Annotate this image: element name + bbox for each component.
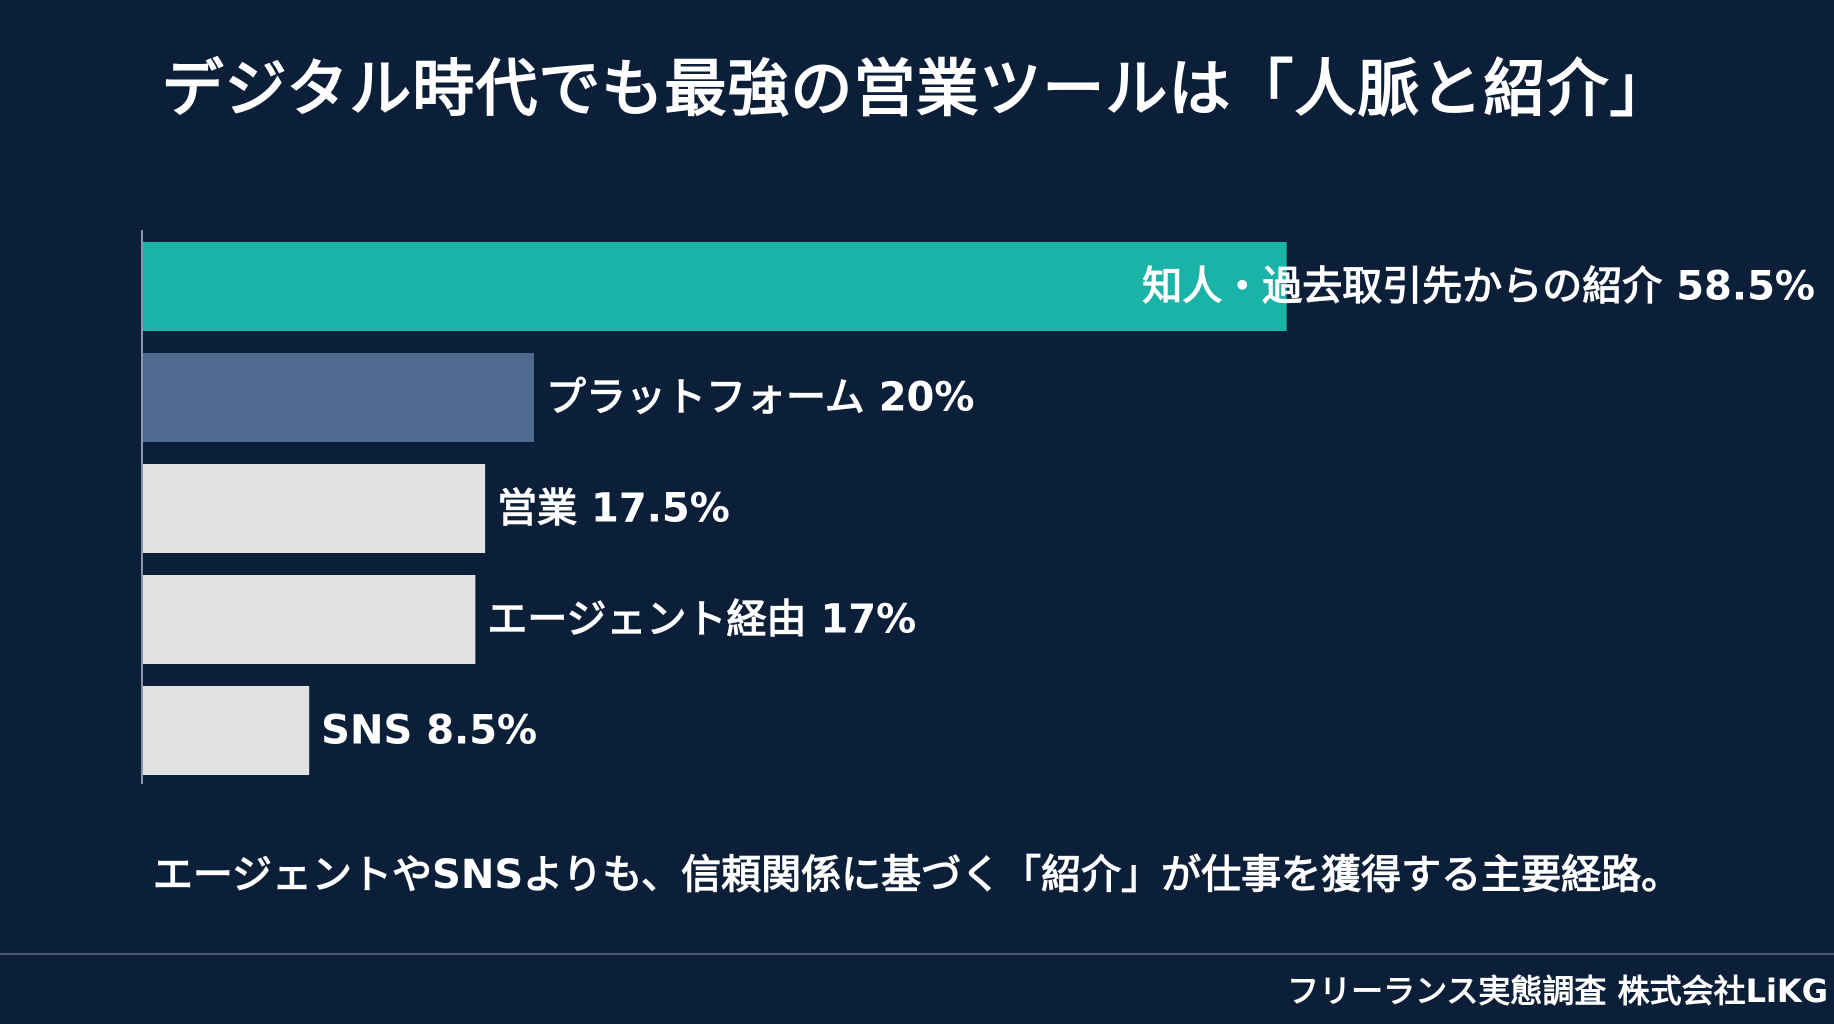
bar-5	[143, 686, 310, 775]
bar-3	[143, 464, 486, 553]
bars-group: 知人・過去取引先からの紹介 58.5% プラットフォーム 20% 営業 17.5% エ…	[143, 242, 1815, 775]
chart-caption: エージェントやSNSよりも、信頼関係に基づく「紹介」が仕事を獲得する主要経路。	[152, 852, 1682, 898]
bar-label-5: SNS 8.5%	[321, 708, 537, 754]
footer-divider	[0, 953, 1834, 955]
bar-4	[143, 575, 476, 664]
source-credit: フリーランス実態調査 株式会社LiKG	[1287, 972, 1828, 1010]
bar-label-1: 知人・過去取引先からの紹介 58.5%	[1142, 264, 1815, 310]
bar-label-4: エージェント経由 17%	[487, 597, 916, 643]
bar-label-2: プラットフォーム 20%	[546, 375, 974, 421]
page-title: デジタル時代でも最強の営業ツールは「人脈と紹介」	[161, 52, 1673, 125]
bar-1	[143, 242, 1287, 331]
bar-2	[143, 353, 534, 442]
bar-label-3: 営業 17.5%	[497, 486, 730, 532]
